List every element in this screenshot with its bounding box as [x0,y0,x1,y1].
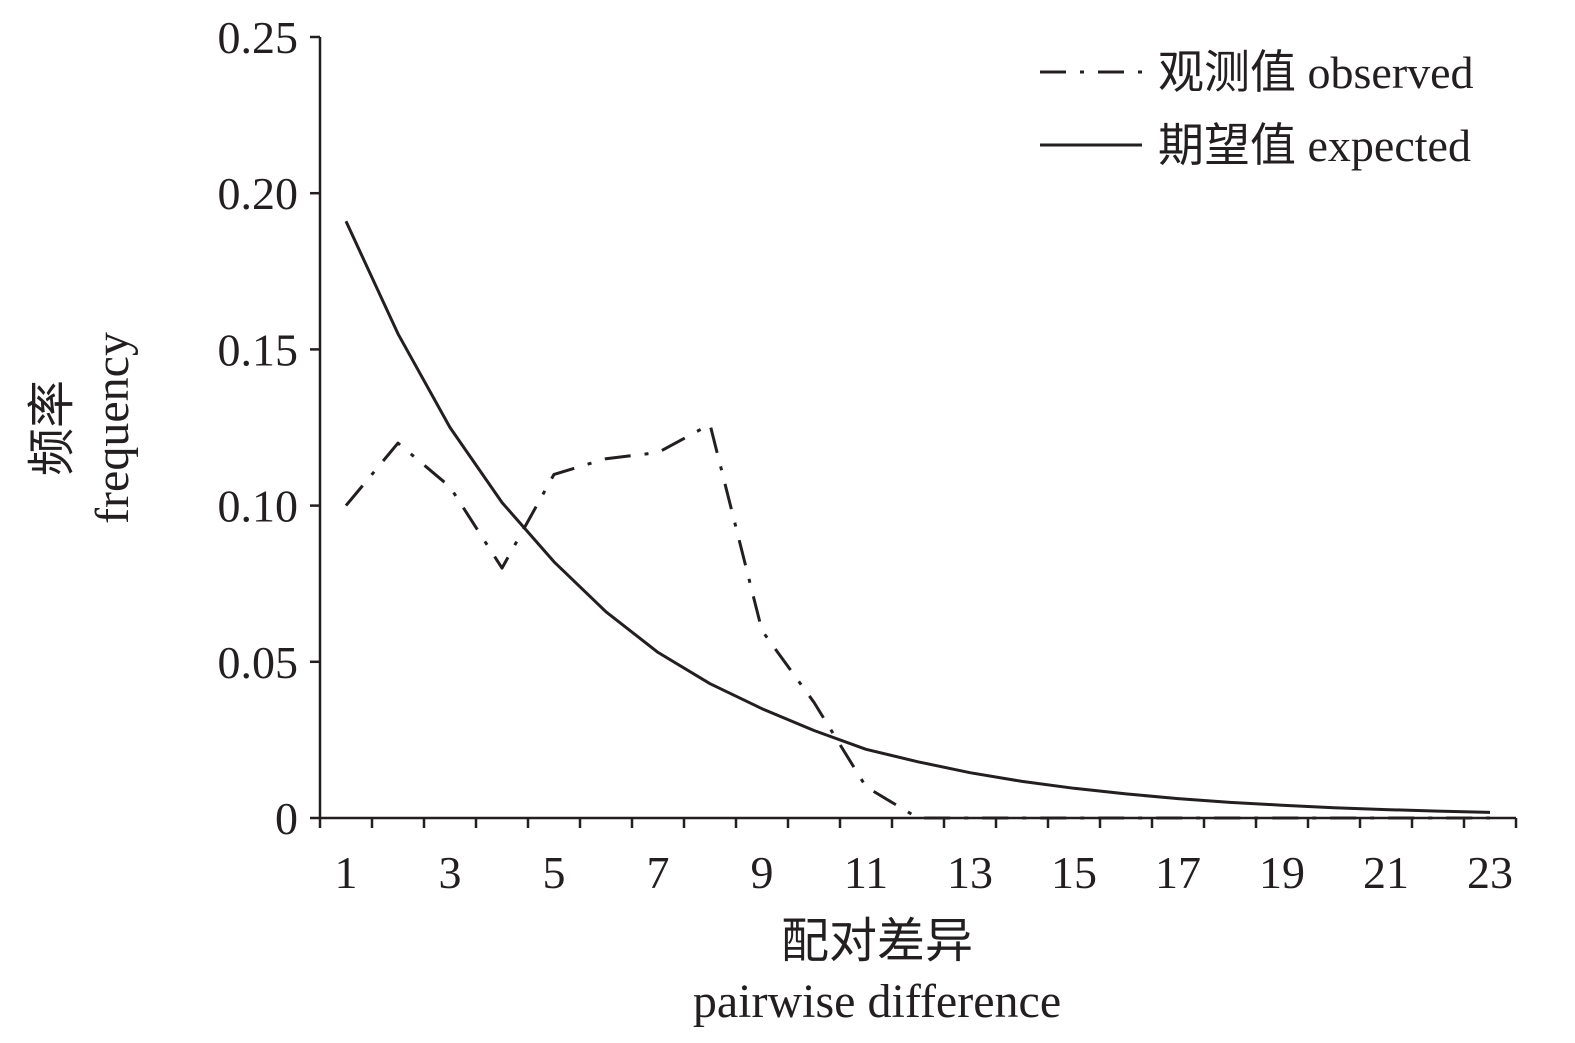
y-tick-label: 0.25 [218,12,299,63]
y-tick-label: 0.05 [218,637,299,688]
legend: 观测值 observed 期望值 expected [1040,47,1474,171]
x-tick-label: 3 [439,847,462,898]
x-tick-label: 17 [1155,847,1201,898]
y-tick-label: 0.15 [218,324,299,375]
x-tick-label: 15 [1051,847,1097,898]
y-axis-title-cn: 频率 [26,380,79,476]
x-tick-label: 13 [947,847,993,898]
y-tick-label: 0.20 [218,168,299,219]
expected-series-line [344,220,1491,814]
y-axis-title: 频率 frequency [26,332,139,524]
y-axis: 0.25 0.20 0.15 0.10 0.05 0 [218,12,322,844]
legend-label: 期望值 expected [1158,120,1471,171]
x-tick-label: 21 [1363,847,1409,898]
x-axis: 1 3 5 7 9 11 13 15 17 19 21 23 [318,816,1518,898]
x-tick-label: 7 [647,847,670,898]
x-tick-label: 1 [335,847,358,898]
plot-area [344,220,1491,820]
observed-series-line [344,422,1490,820]
y-tick-label: 0.10 [218,481,299,532]
x-tick-label: 9 [751,847,774,898]
x-axis-title-cn: 配对差异 [781,915,973,968]
x-tick-label: 23 [1467,847,1513,898]
x-tick-label: 5 [543,847,566,898]
x-tick-label: 11 [844,847,888,898]
y-tick-label: 0 [275,793,298,844]
x-axis-title-en: pairwise difference [693,975,1061,1028]
x-tick-label: 19 [1259,847,1305,898]
y-axis-title-en: frequency [86,332,139,524]
legend-label: 观测值 observed [1158,47,1474,98]
